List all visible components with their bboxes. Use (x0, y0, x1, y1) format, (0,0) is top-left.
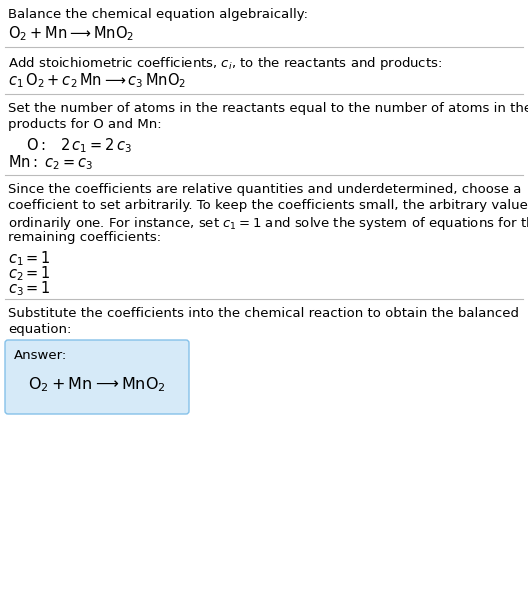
Text: Substitute the coefficients into the chemical reaction to obtain the balanced: Substitute the coefficients into the che… (8, 307, 519, 320)
Text: $\mathrm{O_2 + Mn \longrightarrow MnO_2}$: $\mathrm{O_2 + Mn \longrightarrow MnO_2}… (8, 24, 134, 42)
Text: $c_1 = 1$: $c_1 = 1$ (8, 249, 51, 268)
Text: $c_1\, \mathrm{O_2} + c_2\, \mathrm{Mn} \longrightarrow c_3\, \mathrm{MnO_2}$: $c_1\, \mathrm{O_2} + c_2\, \mathrm{Mn} … (8, 71, 186, 90)
Text: $\mathrm{Mn:}\; c_2 = c_3$: $\mathrm{Mn:}\; c_2 = c_3$ (8, 153, 93, 172)
Text: $\mathrm{O:}\;\;\; 2\,c_1 = 2\,c_3$: $\mathrm{O:}\;\;\; 2\,c_1 = 2\,c_3$ (26, 136, 132, 155)
Text: Add stoichiometric coefficients, $c_i$, to the reactants and products:: Add stoichiometric coefficients, $c_i$, … (8, 55, 442, 72)
Text: ordinarily one. For instance, set $c_1 = 1$ and solve the system of equations fo: ordinarily one. For instance, set $c_1 =… (8, 215, 528, 232)
Text: Set the number of atoms in the reactants equal to the number of atoms in the: Set the number of atoms in the reactants… (8, 102, 528, 115)
Text: Since the coefficients are relative quantities and underdetermined, choose a: Since the coefficients are relative quan… (8, 183, 521, 196)
Text: $c_3 = 1$: $c_3 = 1$ (8, 279, 51, 298)
Text: Balance the chemical equation algebraically:: Balance the chemical equation algebraica… (8, 8, 308, 21)
Text: remaining coefficients:: remaining coefficients: (8, 231, 161, 244)
Text: products for O and Mn:: products for O and Mn: (8, 118, 162, 131)
Text: equation:: equation: (8, 323, 71, 336)
Text: coefficient to set arbitrarily. To keep the coefficients small, the arbitrary va: coefficient to set arbitrarily. To keep … (8, 199, 528, 212)
Text: $\mathrm{O_2 + Mn \longrightarrow MnO_2}$: $\mathrm{O_2 + Mn \longrightarrow MnO_2}… (28, 376, 166, 394)
Text: Answer:: Answer: (14, 349, 67, 362)
FancyBboxPatch shape (5, 340, 189, 414)
Text: $c_2 = 1$: $c_2 = 1$ (8, 264, 51, 283)
